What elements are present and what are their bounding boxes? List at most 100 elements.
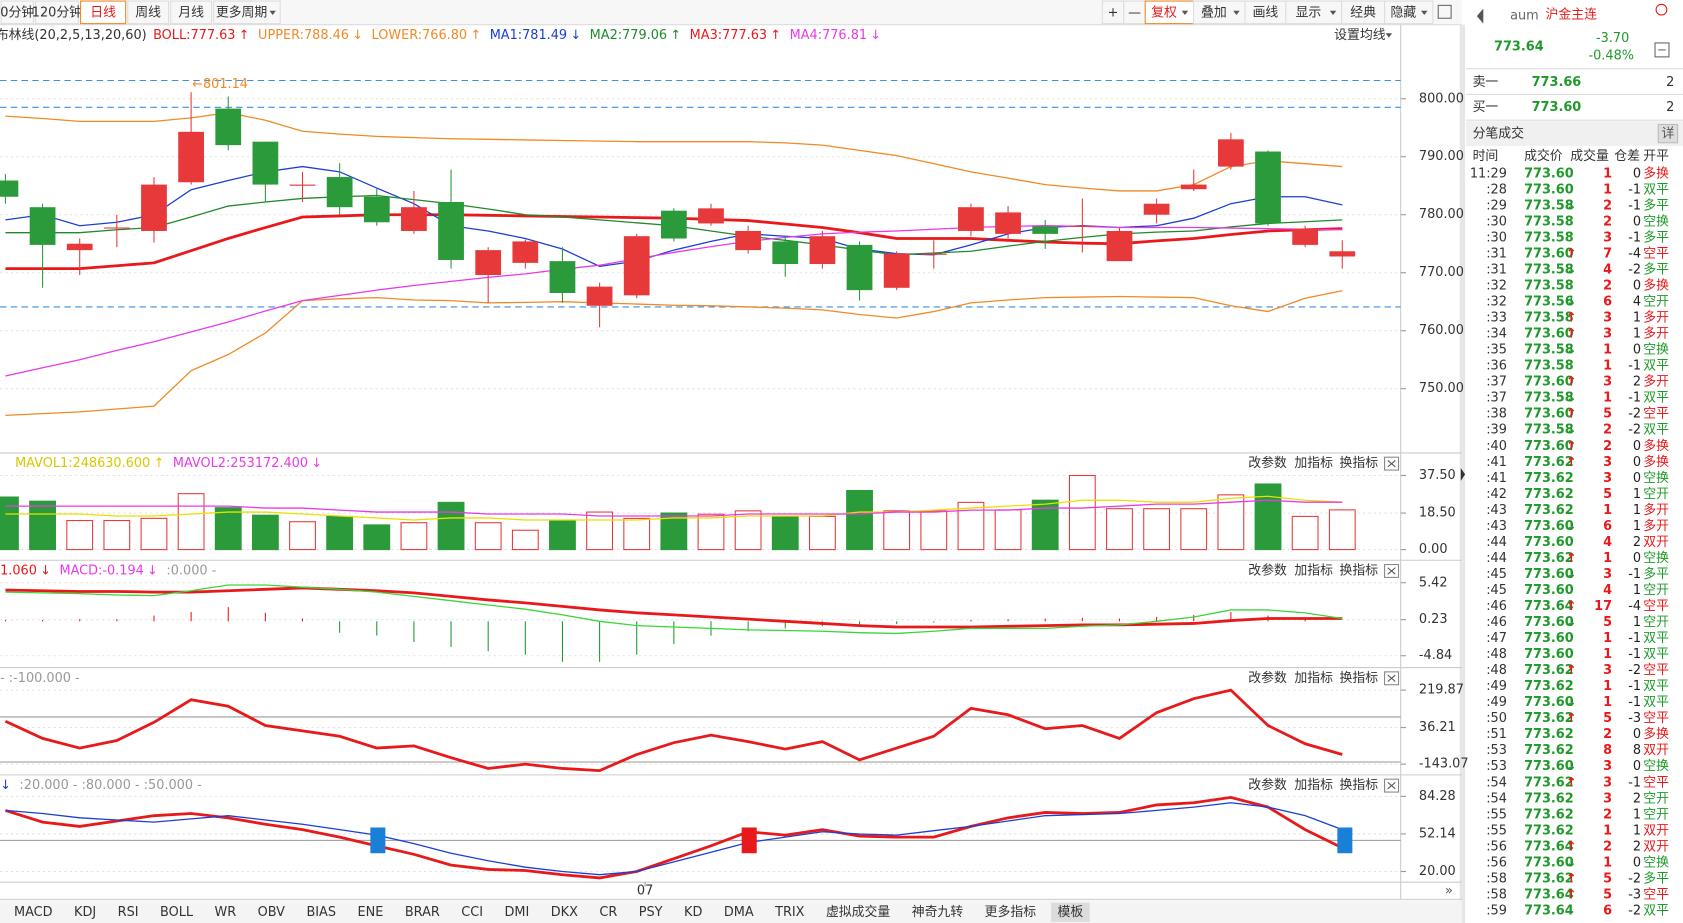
panel-button[interactable]: 加指标 <box>1294 456 1333 471</box>
period-button[interactable] <box>213 0 281 25</box>
panel-button[interactable]: 改参数 <box>1248 455 1287 471</box>
trade-type: 多平 <box>1643 871 1669 886</box>
trade-volume: 1 <box>1603 695 1612 710</box>
trade-volume: 3 <box>1603 311 1612 326</box>
active-tab-bg <box>1051 902 1090 922</box>
period-button[interactable] <box>34 0 79 25</box>
volume-bar <box>289 521 316 551</box>
period-button[interactable] <box>0 0 34 25</box>
trade-type: 双平 <box>1643 359 1669 374</box>
period-button[interactable] <box>80 0 127 25</box>
panel-button[interactable]: 换指标 <box>1339 778 1378 793</box>
y-tick-label: 84.28 <box>1419 789 1456 804</box>
y-tick-label: 36.21 <box>1419 720 1456 735</box>
indicator-tab[interactable]: CCI <box>461 905 483 920</box>
trade-volume: 1 <box>1603 551 1612 566</box>
y-tick-label: 20.00 <box>1419 864 1456 879</box>
panel-button[interactable]: 加指标 <box>1294 671 1333 686</box>
volume-bar <box>1291 515 1319 551</box>
y-tick-label: 760.00 <box>1419 323 1464 338</box>
trade-time: :33 <box>1486 311 1507 326</box>
y-tick-label: 0.23 <box>1419 612 1448 627</box>
panel-button[interactable]: 改参数 <box>1248 670 1287 686</box>
trade-time: :51 <box>1486 727 1507 742</box>
indicator-tab[interactable]: 虚拟成交量 <box>826 904 890 920</box>
back-arrow[interactable] <box>1476 8 1484 24</box>
splitter-arrow <box>1460 467 1466 481</box>
indicator-tab[interactable]: BRAR <box>405 905 440 920</box>
detail-box[interactable] <box>1657 123 1679 144</box>
fullscreen-icon[interactable] <box>1437 4 1452 19</box>
legend-text: MA4:776.81 <box>790 28 867 43</box>
panel-button[interactable]: 改参数 <box>1248 562 1287 578</box>
period-button[interactable] <box>127 0 170 25</box>
indicator-tab[interactable]: DMI <box>504 905 529 920</box>
indicator-tab[interactable]: 神奇九转 <box>912 904 964 920</box>
indicator-tab[interactable]: BOLL <box>160 905 194 920</box>
trade-volume: 5 <box>1603 887 1612 902</box>
indicator-tab[interactable]: CR <box>599 905 617 920</box>
legend-arrow: ↑ <box>770 28 781 43</box>
indicator-tab[interactable]: MACD <box>14 905 53 920</box>
candle-body <box>512 241 539 263</box>
volume-bar <box>363 524 391 551</box>
indicator-tab[interactable]: RSI <box>118 905 139 920</box>
detail-button[interactable]: 详 <box>1661 127 1674 142</box>
trade-volume: 17 <box>1594 599 1612 614</box>
panel-button[interactable]: 加指标 <box>1294 563 1333 578</box>
indicator-tab[interactable]: KD <box>684 905 702 920</box>
legend-text: MA2:779.06 <box>590 28 667 43</box>
panel-button[interactable]: 改参数 <box>1248 777 1287 793</box>
dropdown-arrow <box>1329 10 1337 16</box>
indicator-tab[interactable]: DMA <box>724 905 754 920</box>
more-button[interactable]: » <box>1445 883 1453 898</box>
volume-bar <box>883 510 911 551</box>
indicator-tab[interactable]: PSY <box>639 905 663 920</box>
indicator-tab[interactable]: ENE <box>357 905 383 920</box>
trade-oi: -2 <box>1628 423 1641 438</box>
indicator-tab[interactable]: TRIX <box>774 905 805 920</box>
panel-button[interactable]: 换指标 <box>1339 671 1378 686</box>
close-x <box>1387 460 1396 468</box>
trade-type: 空平 <box>1643 775 1669 790</box>
trade-price: 773.62 <box>1524 503 1574 518</box>
trade-price: 773.62 <box>1524 663 1574 678</box>
trade-price: 773.62 <box>1524 871 1574 886</box>
legend-text: :0.000 - <box>166 563 216 578</box>
trade-arrow: ↑ <box>1566 839 1577 854</box>
trade-type: 空开 <box>1643 487 1669 502</box>
candle-body <box>623 236 650 296</box>
period-button[interactable] <box>170 0 213 25</box>
indicator-tab[interactable]: 更多指标 <box>985 905 1037 920</box>
indicator-tab[interactable]: BIAS <box>306 905 336 920</box>
panel-button[interactable]: 换指标 <box>1339 563 1378 578</box>
badge-icon[interactable] <box>1655 3 1668 16</box>
legend-text: LOWER:766.80 <box>372 28 468 43</box>
panel-button[interactable]: 换指标 <box>1339 456 1378 471</box>
trade-price: 773.60 <box>1524 535 1574 550</box>
trades-title: 分笔成交 <box>1473 126 1525 142</box>
indicator-tab[interactable]: 模板 <box>1058 905 1084 920</box>
tool-button[interactable] <box>1384 0 1434 25</box>
indicator-tab[interactable]: DKX <box>551 905 578 920</box>
candle-body <box>178 131 204 183</box>
indicator-tab[interactable]: OBV <box>258 905 286 920</box>
trade-price: 773.58 <box>1524 214 1574 229</box>
tool-label: 画线 <box>1253 5 1279 20</box>
indicator-line <box>5 495 1343 521</box>
collapse-icon[interactable] <box>1654 42 1670 58</box>
trade-arrow: ↓ <box>1566 198 1577 213</box>
trade-type: 空开 <box>1643 791 1669 806</box>
panel-button[interactable]: 加指标 <box>1294 778 1333 793</box>
legend-arrow: ↑ <box>239 28 250 43</box>
indicator-tab[interactable]: KDJ <box>74 905 96 920</box>
volume-bar <box>1068 474 1096 551</box>
trade-oi: -1 <box>1628 567 1641 582</box>
indicator-tab[interactable]: WR <box>215 905 237 920</box>
candle-body <box>252 141 279 185</box>
trade-volume: 3 <box>1603 567 1612 582</box>
ma-setting[interactable]: 设置均线 <box>1334 28 1386 43</box>
trade-time: :31 <box>1486 246 1507 261</box>
trade-time: :35 <box>1486 343 1507 358</box>
trade-price: 773.62 <box>1524 807 1574 822</box>
